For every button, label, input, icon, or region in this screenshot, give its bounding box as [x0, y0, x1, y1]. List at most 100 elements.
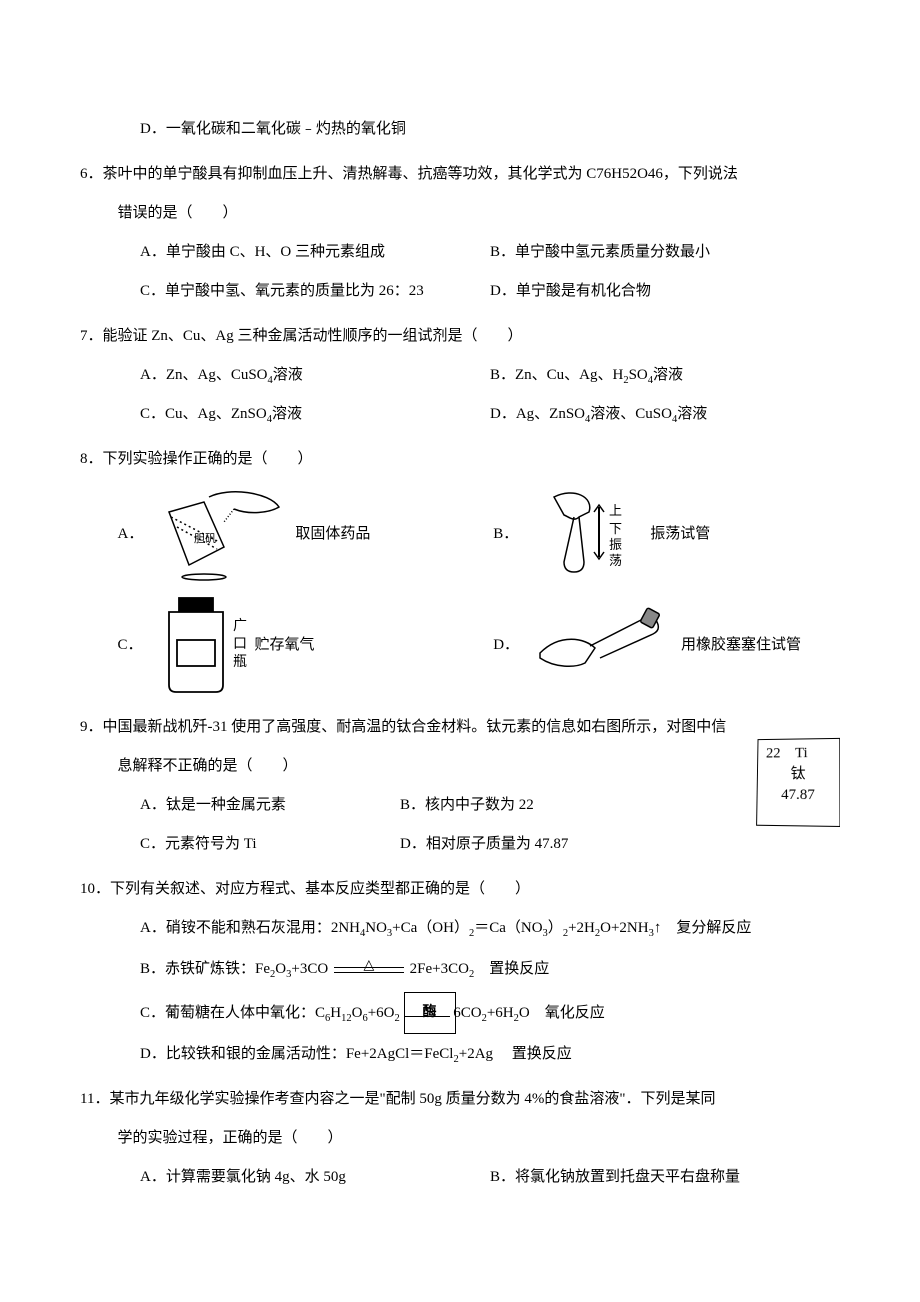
q11-stem2: 学的实验过程，正确的是（ ）	[80, 1119, 840, 1158]
s: 12	[341, 1013, 352, 1024]
q7: 7．能验证 Zn、Cu、Ag 三种金属活动性顺序的一组试剂是（ ） A．Zn、A…	[80, 317, 840, 434]
t: 置换反应	[474, 961, 549, 977]
q8-d-text: 用橡胶塞塞住试管	[681, 626, 801, 665]
q8-row1: A． 胆矾 取固体药品 B．	[118, 487, 841, 582]
q7-d-pre: D．Ag、ZnSO	[490, 406, 585, 422]
q11: 11．某市九年级化学实验操作考查内容之一是"配制 50g 质量分数为 4%的食盐…	[80, 1080, 840, 1197]
q11-stem: 11．某市九年级化学实验操作考查内容之一是"配制 50g 质量分数为 4%的食盐…	[80, 1080, 840, 1119]
q5-opt-d: D．一氧化碳和二氧化碳﹣灼热的氧化铜	[80, 110, 840, 149]
q9-a: A．钛是一种金属元素	[140, 786, 400, 825]
q7-d-post: 溶液	[677, 406, 707, 422]
q10-c: C．葡萄糖在人体中氧化：C6H12O6+6O2 酶 6CO2+6H2O 氧化反应	[80, 992, 840, 1036]
c-side-2: 口	[233, 637, 247, 652]
q8-row2: C． 广 口 瓶 贮存氧气 D．	[118, 590, 841, 700]
t: +3CO	[291, 961, 328, 977]
q5-d-text: D．一氧化碳和二氧化碳﹣灼热的氧化铜	[140, 121, 406, 137]
reaction-arrow: 酶	[404, 1016, 450, 1017]
q7-a-post: 溶液	[273, 367, 303, 383]
t: B．赤铁矿炼铁：Fe	[140, 961, 270, 977]
t: +2Ag 置换反应	[459, 1046, 572, 1062]
q7-row1: A．Zn、Ag、CuSO4溶液 B．Zn、Cu、Ag、H2SO4溶液	[80, 356, 840, 395]
q7-c: C．Cu、Ag、ZnSO4溶液	[140, 395, 490, 434]
q6-opts-row2: C．单宁酸中氢、氧元素的质量比为 26：23 D．单宁酸是有机化合物	[80, 272, 840, 311]
q11-b: B．将氯化钠放置到托盘天平右盘称量	[490, 1158, 840, 1197]
q10-stem: 10．下列有关叙述、对应方程式、基本反应类型都正确的是（ ）	[80, 870, 840, 909]
q11-a: A．计算需要氯化钠 4g、水 50g	[140, 1158, 490, 1197]
q7-b-mid: SO	[629, 367, 648, 383]
q10: 10．下列有关叙述、对应方程式、基本反应类型都正确的是（ ） A．硝铵不能和熟石…	[80, 870, 840, 1074]
q10-a: A．硝铵不能和熟石灰混用：2NH4NO3+Ca（OH）2＝Ca（NO3）2+2H…	[80, 909, 840, 948]
jar-label-text: 胆矾	[194, 532, 216, 545]
q8-b-label: B．	[493, 515, 518, 554]
q9-d: D．相对原子质量为 47.87	[400, 825, 660, 864]
q7-b-pre: B．Zn、Cu、Ag、H	[490, 367, 623, 383]
q7-a-pre: A．Zn、Ag、CuSO	[140, 367, 268, 383]
ti-sym: Ti	[795, 745, 808, 761]
q7-b-post: 溶液	[653, 367, 683, 383]
t: 2Fe+3CO	[410, 961, 469, 977]
q8-d-figure	[525, 598, 675, 693]
t: O+2NH	[600, 920, 648, 936]
q8-a-figure: 胆矾	[149, 487, 289, 582]
q7-c-post: 溶液	[272, 406, 302, 422]
q8-stem: 8．下列实验操作正确的是（ ）	[80, 440, 840, 479]
ti-name: 钛	[758, 764, 840, 785]
q9-row1: A．钛是一种金属元素 B．核内中子数为 22	[80, 786, 660, 825]
q8-a: A． 胆矾 取固体药品	[118, 487, 494, 582]
ti-num: 22	[766, 746, 781, 762]
q9-c: C．元素符号为 Ti	[140, 825, 400, 864]
q8-c-label: C．	[118, 626, 143, 665]
t: +Ca（OH）	[392, 920, 469, 936]
q6-d: D．单宁酸是有机化合物	[490, 272, 840, 311]
q7-row2: C．Cu、Ag、ZnSO4溶液 D．Ag、ZnSO4溶液、CuSO4溶液	[80, 395, 840, 434]
t: +6H	[487, 1005, 514, 1021]
q8-d-label: D．	[493, 626, 519, 665]
q8-b: B． 上 下 振 荡 振荡试管	[493, 487, 710, 582]
q10-d: D．比较铁和银的金属活动性：Fe+2AgCl＝FeCl2+2Ag 置换反应	[80, 1035, 840, 1074]
enzyme-icon: 酶	[404, 992, 456, 1035]
t: D．比较铁和银的金属活动性：Fe+2AgCl＝FeCl	[140, 1046, 453, 1062]
q9-b: B．核内中子数为 22	[400, 786, 660, 825]
t: +6O	[368, 1005, 395, 1021]
q7-stem: 7．能验证 Zn、Cu、Ag 三种金属活动性顺序的一组试剂是（ ）	[80, 317, 840, 356]
q6-c: C．单宁酸中氢、氧元素的质量比为 26：23	[140, 272, 490, 311]
sketch-icon	[525, 598, 675, 693]
q9: 22 Ti 钛 47.87 9．中国最新战机歼-31 使用了高强度、耐高温的钛合…	[80, 708, 840, 864]
q9-row2: C．元素符号为 Ti D．相对原子质量为 47.87	[80, 825, 660, 864]
sketch-icon: 胆矾	[149, 487, 289, 582]
b-side-1: 上	[609, 503, 622, 518]
q6-a: A．单宁酸由 C、H、O 三种元素组成	[140, 233, 490, 272]
t: O	[352, 1005, 363, 1021]
q8-b-figure: 上 下 振 荡	[524, 487, 644, 582]
t: +2H	[568, 920, 595, 936]
q7-a: A．Zn、Ag、CuSO4溶液	[140, 356, 490, 395]
t: ↑ 复分解反应	[654, 920, 752, 936]
q6-stem: 6．茶叶中的单宁酸具有抑制血压上升、清热解毒、抗癌等功效，其化学式为 C76H5…	[80, 155, 840, 194]
q10-b: B．赤铁矿炼铁：Fe2O3+3CO △ 2Fe+3CO2 置换反应	[80, 948, 840, 992]
q8-b-text: 振荡试管	[650, 515, 710, 554]
t: A．硝铵不能和熟石灰混用：2NH	[140, 920, 360, 936]
q7-c-pre: C．Cu、Ag、ZnSO	[140, 406, 267, 422]
ti-mass: 47.87	[757, 785, 839, 806]
q8-c: C． 广 口 瓶 贮存氧气	[118, 590, 494, 700]
b-side-3: 振	[609, 537, 622, 552]
b-side-4: 荡	[609, 553, 622, 568]
q8-a-text: 取固体药品	[295, 515, 370, 554]
q7-d: D．Ag、ZnSO4溶液、CuSO4溶液	[490, 395, 840, 434]
q6-stem2: 错误的是（ ）	[80, 194, 840, 233]
t: C．葡萄糖在人体中氧化：C	[140, 1005, 325, 1021]
sketch-icon: 上 下 振 荡	[524, 487, 644, 582]
t: ＝Ca（NO	[474, 920, 542, 936]
q11-row1: A．计算需要氯化钠 4g、水 50g B．将氯化钠放置到托盘天平右盘称量	[80, 1158, 840, 1197]
q6: 6．茶叶中的单宁酸具有抑制血压上升、清热解毒、抗癌等功效，其化学式为 C76H5…	[80, 155, 840, 311]
t: O 氧化反应	[519, 1005, 605, 1021]
c-side-3: 瓶	[233, 654, 247, 670]
reaction-arrow: △	[334, 967, 404, 973]
q9-stem2: 息解释不正确的是（ ）	[80, 747, 840, 786]
c-side-1: 广	[233, 618, 247, 634]
ti-element-box: 22 Ti 钛 47.87	[756, 738, 840, 827]
delta-icon: △	[334, 946, 404, 987]
q6-b: B．单宁酸中氢元素质量分数最小	[490, 233, 840, 272]
t: ）	[548, 920, 563, 936]
q7-d-mid: 溶液、CuSO	[590, 406, 672, 422]
